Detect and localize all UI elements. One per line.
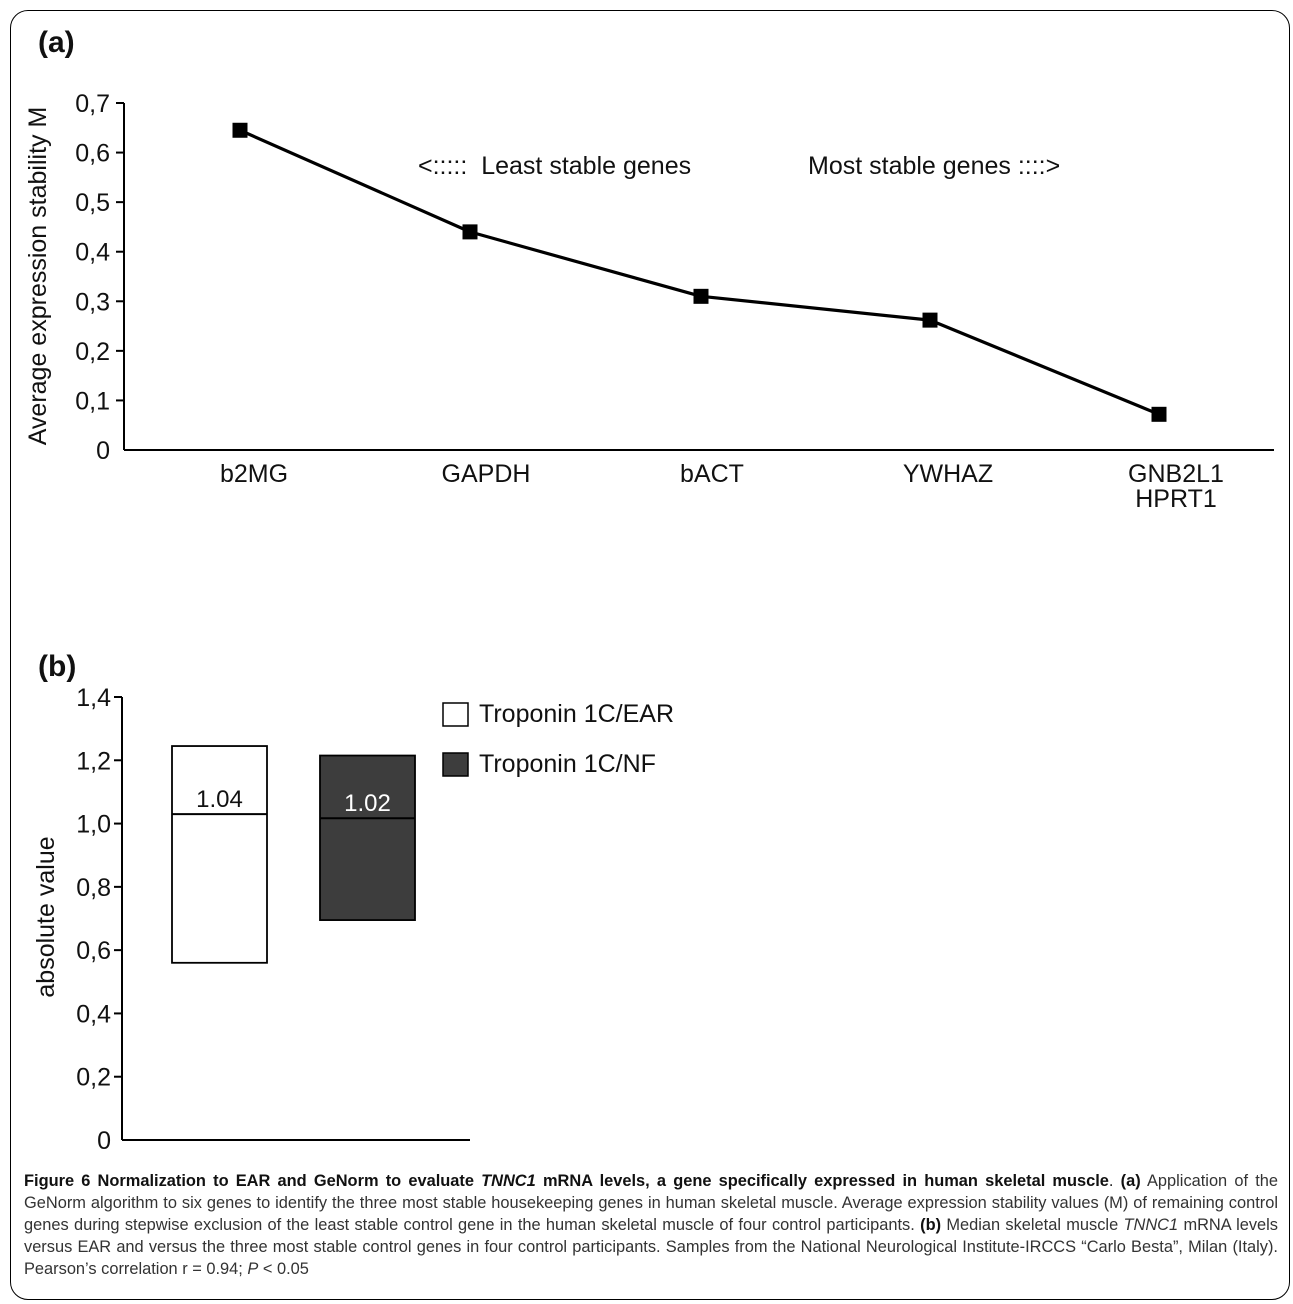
panel-b-chart: 0 0,2 0,4 0,6 0,8 1,0 1,2 1,4 1.04 1.02 [76,684,470,1155]
y-tick-label: 0,3 [75,288,110,316]
x-tick-label: GAPDH [442,460,531,488]
caption-a-text: Application of the GeNorm algorithm to s… [24,1172,1278,1234]
legend-swatch-nf [442,752,469,777]
legend-swatch-ear [442,702,469,727]
y-tick-label: 0 [97,1127,111,1155]
caption-p-text: < 0.05 [258,1260,309,1278]
caption-b-label: (b) [920,1216,942,1234]
caption-b-text-2: mRNA levels versus EAR and versus the th… [24,1216,1278,1278]
y-tick-label: 1,4 [76,684,111,712]
caption-title-pre: Figure 6 Normalization to EAR and GeNorm… [24,1172,482,1190]
y-tick-label: 0,8 [76,874,111,902]
x-tick-label: GNB2L1 HPRT1 [1128,460,1224,513]
y-tick-label: 0,4 [76,1000,111,1028]
panel-a-annotation-most: Most stable genes ::::> [808,152,1060,180]
panel-a-ylabel: Average expression stability M [24,107,52,446]
figure-caption: Figure 6 Normalization to EAR and GeNorm… [24,1170,1278,1280]
caption-a-label: (a) [1120,1172,1141,1190]
y-tick-label: 0,1 [75,387,110,415]
caption-title-gene: TNNC1 [481,1172,536,1190]
panel-a-label: (a) [38,26,75,59]
caption-title-post: mRNA levels, a gene specifically express… [535,1172,1109,1190]
panel-a-annotation-least: <::::: Least stable genes [418,152,691,180]
y-tick-label: 0,6 [75,140,110,168]
y-tick-label: 0,4 [75,239,110,267]
y-tick-label: 0,7 [75,90,110,118]
caption-b-gene: TNNC1 [1123,1216,1179,1234]
x-tick-label: bACT [680,460,744,488]
data-point [232,122,248,138]
caption-b-text-1: Median skeletal muscle [941,1216,1124,1234]
bar [319,754,416,921]
data-point [1151,406,1167,422]
data-label: 1.02 [344,790,391,817]
figure-frame [10,10,1290,1300]
y-tick-label: 0,2 [76,1064,111,1092]
data-label: 1.04 [196,786,243,813]
panel-b-ylabel: absolute value [32,836,60,997]
y-tick-label: 1,2 [76,747,111,775]
legend-label-nf: Troponin 1C/NF [479,750,656,778]
bar [171,745,268,964]
y-tick-label: 0 [96,437,110,465]
data-point [922,312,938,328]
data-point [462,224,478,240]
legend-label-ear: Troponin 1C/EAR [479,700,674,728]
figure-svg: (a) 0 0,1 0,2 0,3 0,4 0,5 0,6 0,7 b2MG GAPDH bACT Y… [24,26,1274,1155]
y-tick-label: 0,5 [75,189,110,217]
x-tick-label: YWHAZ [903,460,993,488]
panel-b-label: (b) [38,650,76,683]
y-tick-label: 0,2 [75,338,110,366]
legend: Troponin 1C/EAR Troponin 1C/NF [442,700,674,778]
data-point [693,288,709,304]
panel-a-chart: 0 0,1 0,2 0,3 0,4 0,5 0,6 0,7 b2MG GAPDH bACT YWHAZ… [75,90,1274,513]
x-tick-label: b2MG [220,460,288,488]
caption-p-symbol: P [247,1260,259,1278]
caption-title-end: . [1108,1172,1114,1190]
y-tick-label: 1,0 [76,811,111,839]
y-tick-label: 0,6 [76,937,111,965]
